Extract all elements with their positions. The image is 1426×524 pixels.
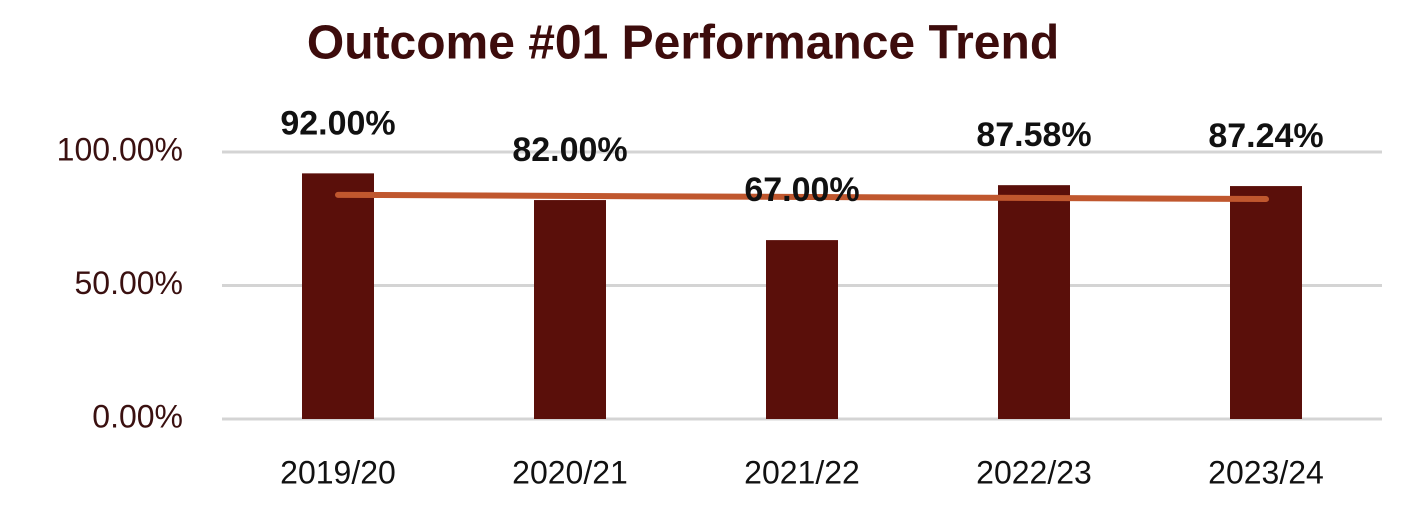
- data-label: 87.58%: [976, 116, 1091, 154]
- data-label: 67.00%: [744, 171, 859, 209]
- bar: [534, 200, 606, 419]
- bar: [1230, 186, 1302, 419]
- y-tick-label: 100.00%: [57, 131, 183, 167]
- data-label: 82.00%: [512, 131, 627, 169]
- x-tick-label: 2019/20: [280, 454, 396, 490]
- data-label: 87.24%: [1208, 117, 1323, 155]
- y-tick-label: 0.00%: [92, 398, 183, 434]
- data-label: 92.00%: [280, 104, 395, 142]
- bar: [998, 185, 1070, 419]
- bar: [302, 173, 374, 419]
- y-tick-label: 50.00%: [74, 265, 183, 301]
- x-tick-label: 2022/23: [976, 454, 1092, 490]
- bar: [766, 240, 838, 419]
- chart-title: Outcome #01 Performance Trend: [307, 17, 1059, 70]
- x-tick-label: 2023/24: [1208, 454, 1324, 490]
- trendline: [335, 191, 1269, 203]
- x-tick-label: 2020/21: [512, 454, 628, 490]
- x-tick-label: 2021/22: [744, 454, 860, 490]
